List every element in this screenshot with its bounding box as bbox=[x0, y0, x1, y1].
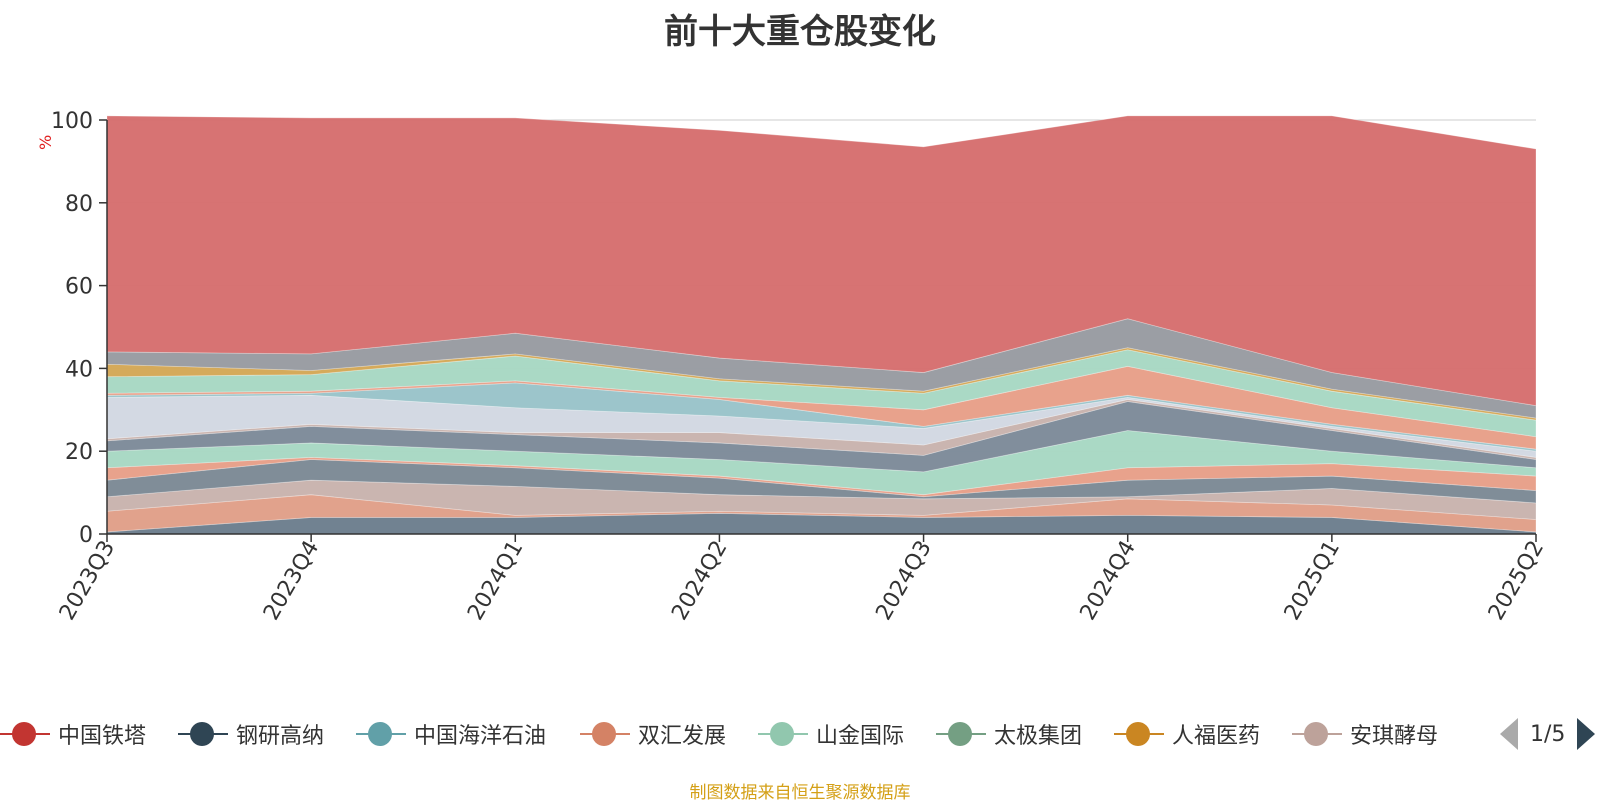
legend-item[interactable]: 安琪酵母 bbox=[1292, 716, 1438, 752]
legend-pager: 1/5 bbox=[1500, 718, 1596, 750]
x-tick-label: 2024Q2 bbox=[667, 537, 732, 625]
y-tick-label: 100 bbox=[51, 109, 93, 134]
legend-marker-icon bbox=[356, 719, 406, 749]
legend-item[interactable]: 太极集团 bbox=[936, 716, 1082, 752]
legend-marker-icon bbox=[178, 719, 228, 749]
y-tick-label: 60 bbox=[65, 275, 93, 300]
x-tick-label: 2024Q1 bbox=[463, 537, 528, 625]
legend-item[interactable]: 钢研高纳 bbox=[178, 716, 324, 752]
x-tick-label: 2023Q3 bbox=[55, 537, 120, 625]
data-source-note: 制图数据来自恒生聚源数据库 bbox=[689, 783, 911, 803]
legend-marker-icon bbox=[936, 719, 986, 749]
y-tick-label: 20 bbox=[65, 440, 93, 465]
legend-item[interactable]: 山金国际 bbox=[758, 716, 904, 752]
area-series-group bbox=[106, 115, 1537, 535]
chart-title: 前十大重仓股变化 bbox=[664, 12, 936, 52]
legend-marker-icon bbox=[580, 719, 630, 749]
y-tick-label: 40 bbox=[65, 357, 93, 382]
legend-marker-icon bbox=[1292, 719, 1342, 749]
legend-label: 太极集团 bbox=[994, 724, 1083, 749]
legend-next-icon[interactable] bbox=[1577, 718, 1596, 750]
x-tick-label: 2024Q4 bbox=[1076, 537, 1141, 625]
legend-label: 中国铁塔 bbox=[58, 724, 147, 749]
legend-marker-icon bbox=[0, 719, 50, 749]
y-tick-label: 0 bbox=[79, 523, 93, 548]
legend-label: 钢研高纳 bbox=[236, 724, 325, 749]
legend-item[interactable]: 双汇发展 bbox=[580, 716, 726, 752]
legend-label: 双汇发展 bbox=[638, 724, 727, 749]
legend-label: 山金国际 bbox=[816, 724, 905, 749]
legend-prev-icon[interactable] bbox=[1500, 718, 1518, 750]
legend-label: 人福医药 bbox=[1172, 724, 1261, 749]
legend-item[interactable]: 中国海洋石油 bbox=[356, 716, 546, 752]
y-tick-label: 80 bbox=[65, 192, 93, 217]
legend-item[interactable]: 中国铁塔 bbox=[0, 716, 146, 752]
x-tick-label: 2025Q1 bbox=[1280, 537, 1345, 625]
x-tick-label: 2025Q2 bbox=[1484, 537, 1549, 625]
legend-item[interactable]: 人福医药 bbox=[1114, 716, 1260, 752]
legend-label: 安琪酵母 bbox=[1350, 724, 1439, 749]
legend-marker-icon bbox=[758, 719, 808, 749]
x-tick-label: 2023Q4 bbox=[259, 537, 324, 625]
legend-page-indicator: 1/5 bbox=[1530, 721, 1566, 747]
legend-marker-icon bbox=[1114, 719, 1164, 749]
area-series-s15 bbox=[106, 115, 1537, 407]
legend: 中国铁塔 钢研高纳 中国海洋石油 双汇发展 山金国际 太极集团 人福医药 安琪酵母 bbox=[0, 716, 1600, 752]
x-tick-label: 2024Q3 bbox=[871, 537, 936, 625]
legend-label: 中国海洋石油 bbox=[414, 724, 547, 749]
